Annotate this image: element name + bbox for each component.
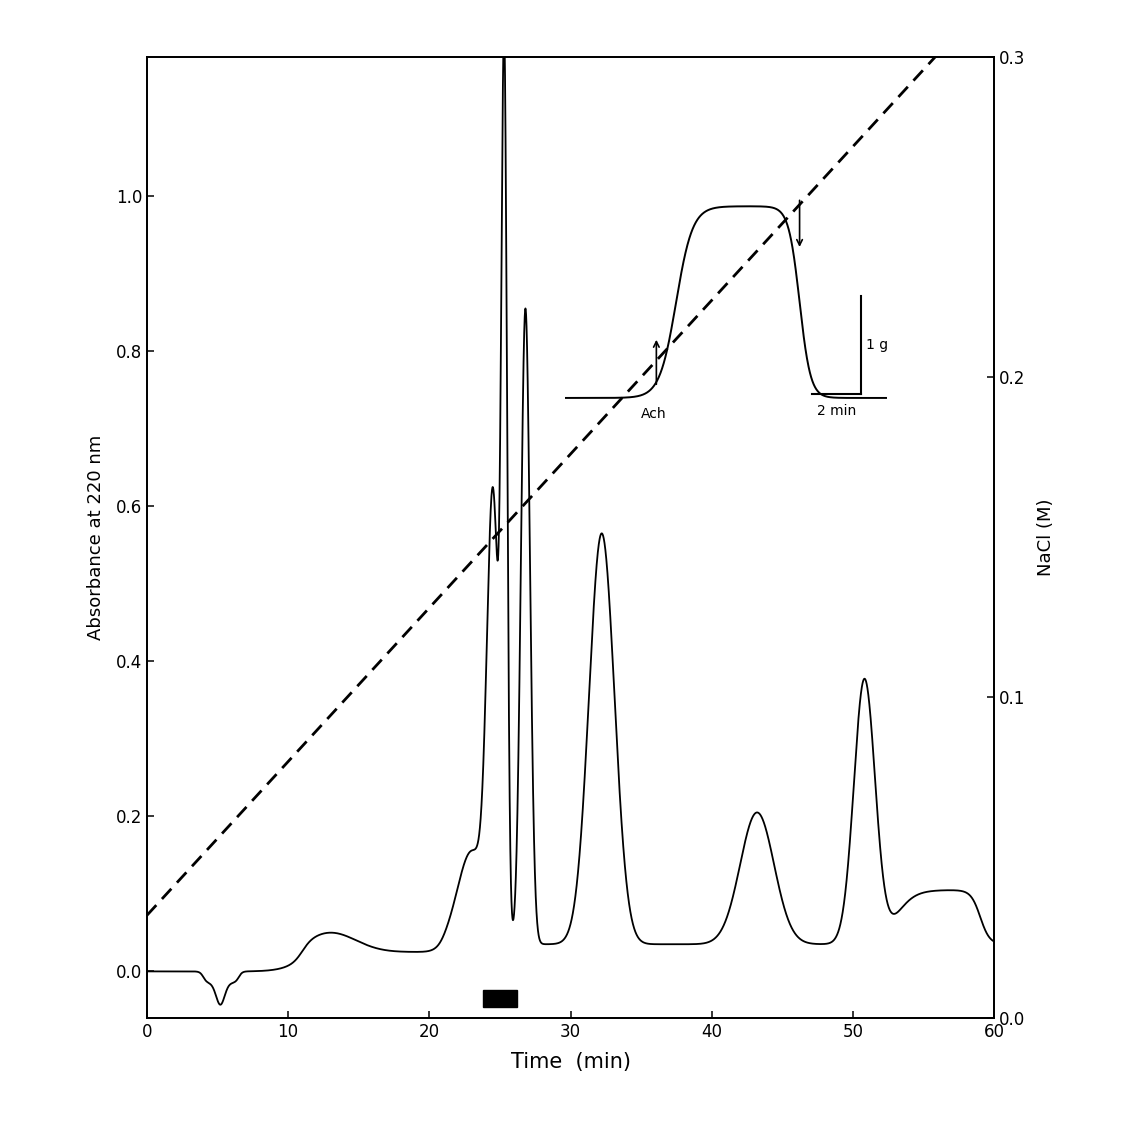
Y-axis label: Absorbance at 220 nm: Absorbance at 220 nm [87, 434, 105, 640]
Y-axis label: NaCl (M): NaCl (M) [1036, 499, 1054, 576]
Bar [484, 990, 518, 1007]
Text: 1 g: 1 g [866, 337, 888, 352]
Text: 2 min: 2 min [817, 405, 857, 418]
X-axis label: Time  (min): Time (min) [511, 1052, 631, 1072]
Text: Ach: Ach [641, 406, 667, 421]
